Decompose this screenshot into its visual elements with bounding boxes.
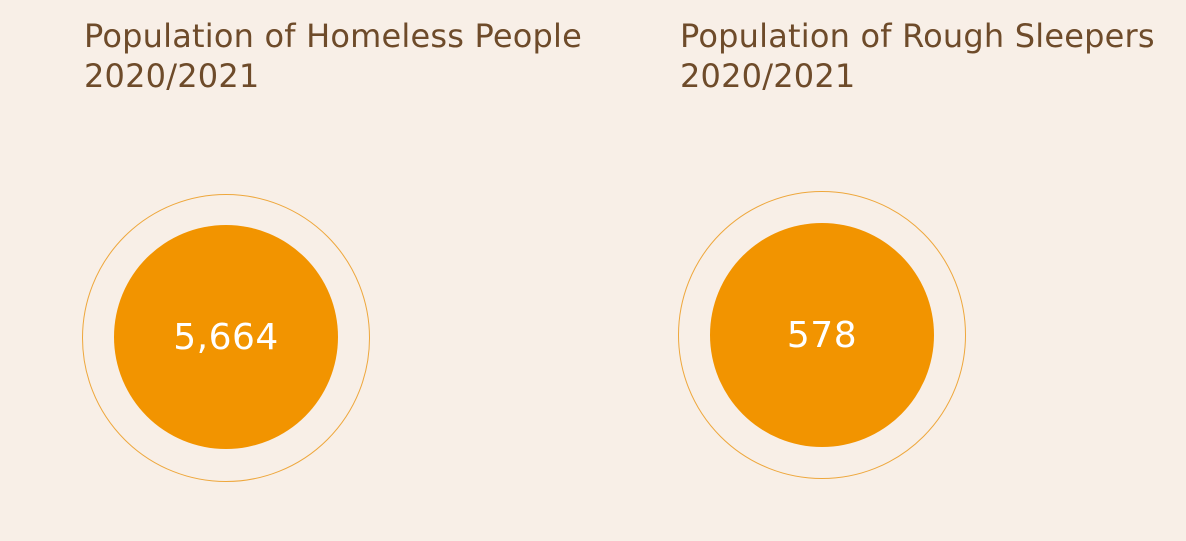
homeless-stat-value: 5,664 [173,317,279,358]
rough-sleepers-stat-title-line1: Population of Rough Sleepers [680,16,1155,56]
homeless-stat-circle: 5,664 [114,225,338,449]
rough-sleepers-stat-value: 578 [787,315,857,356]
rough-sleepers-stat-title-year: 2020/2021 [680,56,1155,96]
homeless-stat-panel: Population of Homeless People 2020/2021 … [0,0,560,541]
homeless-stat-title: Population of Homeless People 2020/2021 [84,16,582,96]
rough-sleepers-stat-panel: Population of Rough Sleepers 2020/2021 5… [596,0,1156,541]
homeless-stat-title-line1: Population of Homeless People [84,16,582,56]
rough-sleepers-stat-circle: 578 [710,223,934,447]
homeless-stat-title-year: 2020/2021 [84,56,582,96]
rough-sleepers-stat-title: Population of Rough Sleepers 2020/2021 [680,16,1155,96]
